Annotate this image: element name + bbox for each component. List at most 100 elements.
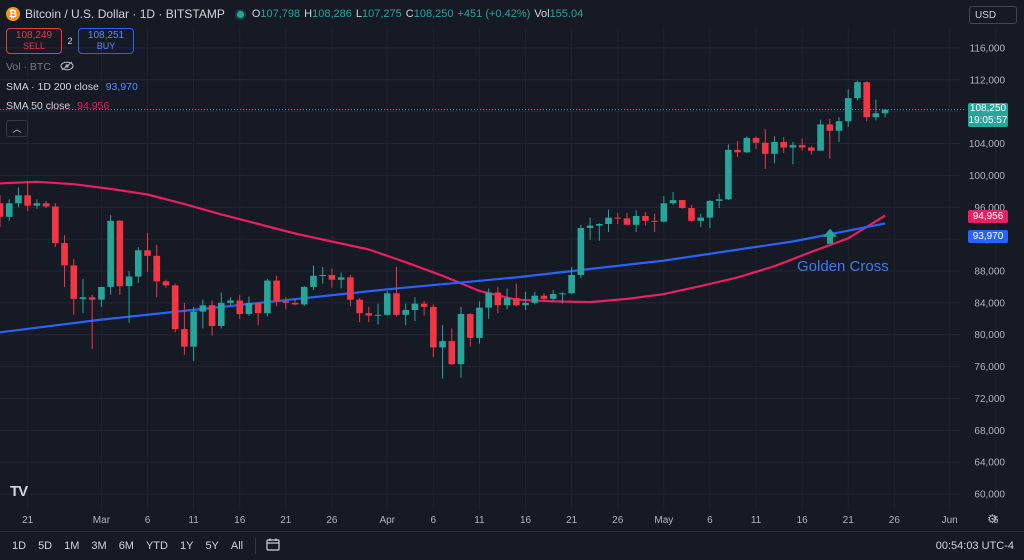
time-tick-label: Mar xyxy=(93,515,111,526)
candle-body xyxy=(835,121,843,131)
symbol-title[interactable]: Bitcoin / U.S. Dollar · 1D · BITSTAMP xyxy=(25,7,225,21)
candle-body xyxy=(393,293,400,315)
candle-body xyxy=(660,203,668,222)
time-tick-label: 6 xyxy=(145,515,151,526)
ohlc-value: 155.04 xyxy=(549,8,584,20)
candle-body xyxy=(328,274,336,280)
timeframe-1d[interactable]: 1D xyxy=(12,540,27,552)
candles xyxy=(0,80,889,379)
timeframe-3m[interactable]: 3M xyxy=(91,540,107,552)
ohlc-value: +451 (+0.42%) xyxy=(457,8,531,20)
candle-body xyxy=(420,303,428,307)
candle-body xyxy=(531,295,539,303)
candle-body xyxy=(798,145,806,148)
sma50-price-tag: 94,956 xyxy=(968,209,1008,223)
eye-icon[interactable] xyxy=(60,61,74,73)
timeframe-ytd[interactable]: YTD xyxy=(145,540,168,552)
candle-body xyxy=(79,297,87,299)
price-tick-label: 68,000 xyxy=(974,426,1005,437)
time-tick-label: 21 xyxy=(843,515,855,526)
candle-body xyxy=(771,141,778,154)
last-price-value: 108,250 xyxy=(969,102,1007,114)
candle-body xyxy=(678,200,686,209)
ohlc-item: +451 (+0.42%) xyxy=(457,8,534,20)
candle-body xyxy=(577,227,585,275)
candle-body xyxy=(826,124,834,131)
sell-button[interactable]: 108,249 SELL xyxy=(6,28,62,54)
time-tick-label: 16 xyxy=(234,515,246,526)
candle-body xyxy=(135,250,142,277)
sma200-label: SMA · 1D 200 close xyxy=(6,81,99,93)
candle-body xyxy=(300,286,308,305)
candle-body xyxy=(485,292,492,308)
time-tick-label: 26 xyxy=(889,515,901,526)
candle-body xyxy=(61,243,68,266)
candle-body xyxy=(217,302,225,326)
candle-body xyxy=(503,298,511,306)
time-tick-label: 26 xyxy=(326,515,338,526)
candle-body xyxy=(144,250,151,256)
time-tick-label: 11 xyxy=(751,515,762,526)
sma200-price-tag: 93,970 xyxy=(968,230,1008,244)
candle-body xyxy=(808,147,815,151)
candle-body xyxy=(854,82,861,99)
price-tick-label: 72,000 xyxy=(974,394,1005,405)
price-chart[interactable]: 60,000 64,000 68,000 72,000 76,000 80,000 84,0… xyxy=(0,0,1024,531)
currency-selector[interactable]: USD xyxy=(969,6,1017,24)
candle-body xyxy=(688,208,695,221)
sma-lines xyxy=(0,180,886,334)
time-tick-label: 11 xyxy=(474,515,485,526)
candle-body xyxy=(559,293,566,295)
timeframe-5d[interactable]: 5D xyxy=(38,540,53,552)
legend-sma50[interactable]: SMA 50 close 94,956 xyxy=(6,100,109,112)
candle-body xyxy=(476,307,483,338)
candle-body xyxy=(439,341,446,348)
up-arrow-icon xyxy=(823,228,837,244)
tradingview-logo[interactable]: TV xyxy=(10,483,28,500)
candle-body xyxy=(162,281,170,286)
symbol-header: ₿ Bitcoin / U.S. Dollar · 1D · BITSTAMP … xyxy=(6,6,587,22)
buy-button[interactable]: 108,251 BUY xyxy=(78,28,134,54)
candle-body xyxy=(208,305,216,326)
candle-body xyxy=(227,300,234,303)
trade-buttons: 108,249 SELL 2 108,251 BUY xyxy=(6,28,134,54)
arrow-shape xyxy=(823,228,837,244)
time-tick-label: 16 xyxy=(797,515,809,526)
utc-clock[interactable]: 00:54:03 UTC-4 xyxy=(935,540,1014,552)
time-tick-label: 6 xyxy=(431,515,437,526)
timeframe-1y[interactable]: 1Y xyxy=(179,540,194,552)
timeframe-1m[interactable]: 1M xyxy=(64,540,80,552)
sma-series-line xyxy=(0,180,886,304)
time-tick-label: 16 xyxy=(520,515,532,526)
time-tick-label: May xyxy=(654,515,673,526)
timeframe-6m[interactable]: 6M xyxy=(118,540,134,552)
candle-body xyxy=(430,306,437,348)
candle-body xyxy=(522,302,529,306)
legend-sma200[interactable]: SMA · 1D 200 close 93,970 xyxy=(6,81,138,93)
timeframe-5y[interactable]: 5Y xyxy=(205,540,219,552)
time-axis[interactable]: 21 Mar 6 11 16 21 26 Apr 6 11 16 21 26 May 6 11 16 21 26 Ju… xyxy=(22,515,999,526)
candle-body xyxy=(863,82,870,118)
candle-body xyxy=(881,109,889,114)
collapse-legend-button[interactable]: ︿ xyxy=(6,120,28,137)
candle-body xyxy=(0,203,4,217)
candle-body xyxy=(743,137,751,153)
candle-body xyxy=(337,277,345,280)
candle-body xyxy=(190,311,197,347)
candle-body xyxy=(540,295,548,299)
legend-volume[interactable]: Vol · BTC xyxy=(6,61,74,73)
calendar-icon[interactable] xyxy=(266,538,280,554)
price-tick-label: 104,000 xyxy=(969,139,1006,150)
gear-icon[interactable]: ⚙ xyxy=(987,512,998,526)
candle-body xyxy=(448,341,456,365)
price-tick-label: 60,000 xyxy=(974,490,1005,501)
timeframe-all[interactable]: All xyxy=(230,540,244,552)
price-tick-label: 88,000 xyxy=(974,266,1005,277)
price-tick-label: 96,000 xyxy=(974,203,1005,214)
sell-label: SELL xyxy=(22,41,46,51)
candle-body xyxy=(715,199,723,201)
time-tick-label: 6 xyxy=(993,515,999,526)
sma200-tag-value: 93,970 xyxy=(972,231,1004,243)
time-tick-label: 6 xyxy=(707,515,713,526)
candle-body xyxy=(107,220,114,287)
